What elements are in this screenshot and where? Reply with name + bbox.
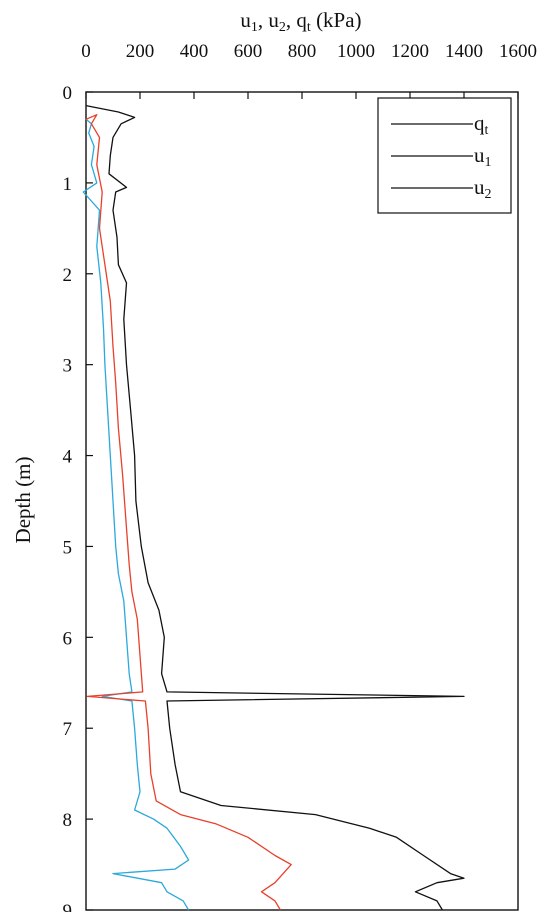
y-tick-label: 8: [63, 810, 73, 831]
series-line-qt: [85, 104, 465, 911]
x-tick-label: 600: [234, 41, 263, 62]
x-ticks: 0 200 400 600 800 1000 1200 1400 1600: [81, 41, 537, 99]
y-tick-label: 0: [63, 83, 73, 104]
x-tick-label: 200: [126, 41, 155, 62]
series-lines: [82, 104, 465, 911]
y-tick-label: 4: [63, 447, 73, 468]
y-tick-label: 1: [63, 174, 73, 195]
x-axis-title-u1: u: [240, 8, 251, 32]
x-axis-title: u1, u2, qt (kPa): [240, 8, 361, 35]
x-tick-label: 1200: [391, 41, 429, 62]
x-tick-label: 1600: [499, 41, 537, 62]
y-ticks: 0 1 2 3 4 5 6 7 8 9: [63, 83, 93, 912]
x-tick-label: 1000: [337, 41, 375, 62]
y-tick-label: 6: [63, 628, 73, 649]
y-axis-title: Depth (m): [11, 457, 35, 544]
y-tick-label: 5: [63, 537, 73, 558]
y-tick-label: 3: [63, 356, 73, 377]
legend-label-u2: u2: [474, 175, 492, 202]
legend: qt u1 u2: [377, 97, 512, 214]
series-line-u1: [85, 114, 292, 911]
legend-label-qt: qt: [474, 111, 489, 138]
x-tick-label: 800: [288, 41, 317, 62]
legend-label-u1: u1: [474, 143, 492, 170]
x-tick-label: 1400: [445, 41, 483, 62]
y-tick-label: 7: [63, 719, 73, 740]
series-line-u2: [82, 118, 190, 911]
y-tick-label: 9: [63, 901, 73, 912]
x-tick-label: 400: [180, 41, 209, 62]
x-tick-label: 0: [81, 41, 91, 62]
plot-frame: [85, 91, 519, 911]
y-tick-label: 2: [63, 265, 73, 286]
